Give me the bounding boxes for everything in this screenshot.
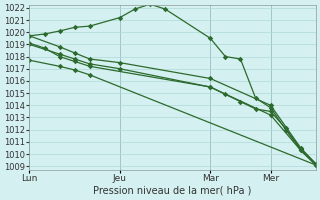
X-axis label: Pression niveau de la mer( hPa ): Pression niveau de la mer( hPa ) [93, 186, 252, 196]
